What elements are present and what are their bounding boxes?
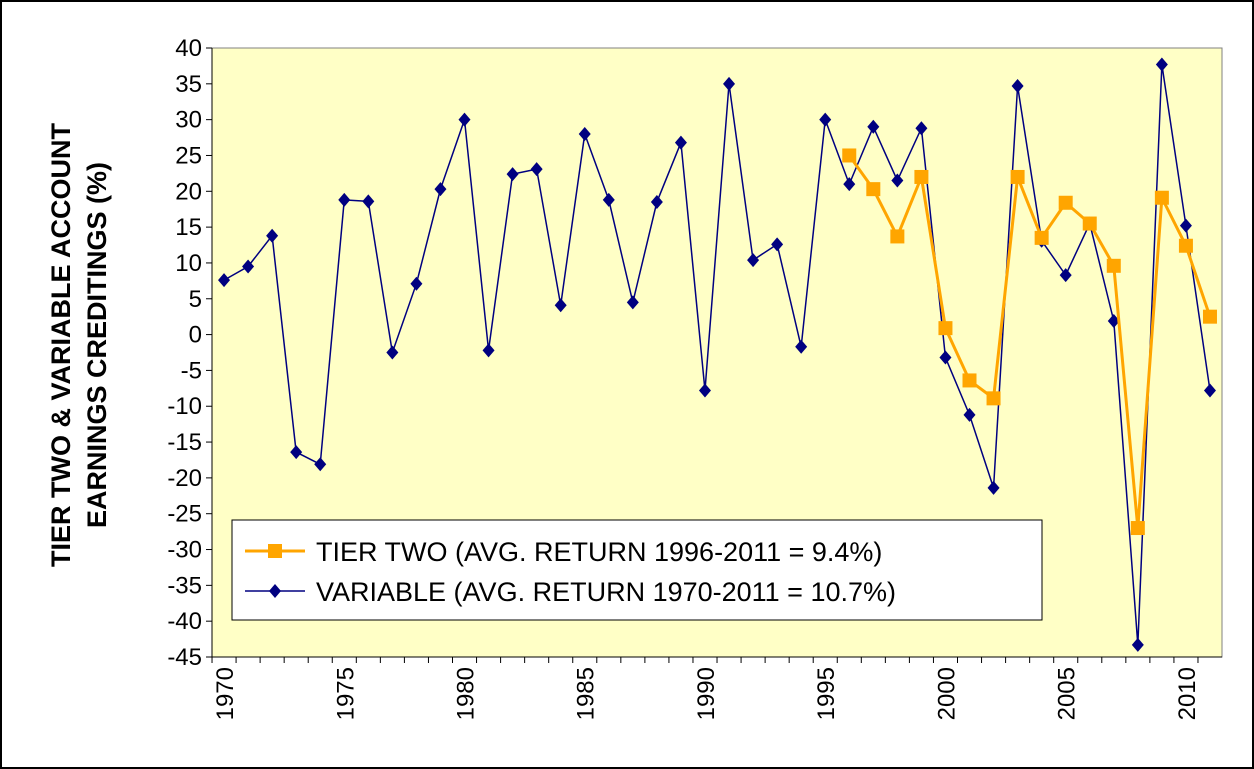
data-point	[723, 76, 736, 91]
y-tick-label: 15	[175, 214, 202, 241]
data-point	[410, 276, 423, 291]
data-point	[842, 148, 857, 163]
data-point	[866, 182, 881, 197]
data-point	[314, 457, 327, 472]
data-point	[242, 259, 255, 274]
y-tick-label: 10	[175, 250, 202, 277]
data-point	[458, 112, 471, 127]
y-tick-label: 35	[175, 71, 202, 98]
x-tick-label: 1995	[813, 667, 840, 720]
data-point	[1011, 78, 1024, 93]
data-point	[939, 350, 952, 365]
data-point	[795, 339, 808, 354]
data-point	[506, 167, 519, 182]
legend-marker	[268, 544, 282, 558]
y-tick-label: 20	[175, 178, 202, 205]
y-tick-label: 25	[175, 142, 202, 169]
x-tick-label: 1970	[212, 667, 239, 720]
data-point	[986, 391, 1001, 406]
data-point	[1155, 57, 1168, 72]
data-point	[1202, 309, 1217, 324]
y-tick-label: 0	[189, 322, 202, 349]
data-point	[938, 321, 953, 336]
y-axis-title: EARNINGS CREDITINGS (%)	[82, 162, 112, 528]
data-point	[554, 298, 567, 313]
x-tick-label: 2005	[1054, 667, 1081, 720]
y-tick-label: -45	[167, 644, 202, 671]
data-point	[1082, 216, 1097, 231]
y-axis-title: TIER TWO & VARIABLE ACCOUNT	[46, 123, 76, 567]
legend-label: TIER TWO (AVG. RETURN 1996-2011 = 9.4%)	[316, 537, 882, 567]
data-point	[1154, 190, 1169, 205]
data-point	[1107, 313, 1120, 328]
y-tick-label: -20	[167, 465, 202, 492]
x-tick-label: 1975	[332, 667, 359, 720]
series-line	[223, 64, 1211, 645]
x-tick-label: 1980	[453, 667, 480, 720]
x-tick-label: 2010	[1174, 667, 1201, 720]
data-point	[1106, 258, 1121, 273]
series-line	[848, 154, 1212, 529]
legend	[231, 519, 1043, 621]
data-point	[1131, 637, 1144, 652]
data-point	[891, 173, 904, 188]
data-point	[1130, 521, 1145, 536]
data-point	[843, 177, 856, 192]
data-point	[1203, 383, 1216, 398]
data-point	[1058, 195, 1073, 210]
data-point	[698, 383, 711, 398]
y-tick-label: -15	[167, 429, 202, 456]
data-point	[386, 345, 399, 360]
data-point	[338, 192, 351, 207]
data-point	[890, 229, 905, 244]
data-point	[1059, 268, 1072, 283]
data-point	[650, 195, 663, 210]
data-point	[1178, 238, 1193, 253]
data-point	[1179, 218, 1192, 233]
data-point	[963, 407, 976, 422]
data-point	[771, 237, 784, 252]
y-tick-label: 5	[189, 286, 202, 313]
data-point	[434, 182, 447, 197]
data-point	[987, 480, 1000, 495]
data-point	[530, 162, 543, 177]
y-tick-label: 40	[175, 35, 202, 62]
x-tick-label: 1985	[573, 667, 600, 720]
data-point	[867, 119, 880, 134]
data-point	[266, 228, 279, 243]
data-point	[747, 253, 760, 268]
y-tick-label: -5	[181, 357, 202, 384]
legend-marker	[269, 584, 281, 598]
y-tick-label: -40	[167, 608, 202, 635]
y-tick-label: 30	[175, 107, 202, 134]
y-tick-label: -10	[167, 393, 202, 420]
data-point	[578, 126, 591, 141]
data-point	[362, 194, 375, 209]
y-tick-label: -30	[167, 537, 202, 564]
data-point	[962, 373, 977, 388]
legend-label: VARIABLE (AVG. RETURN 1970-2011 = 10.7%)	[316, 577, 896, 607]
y-tick-label: -35	[167, 572, 202, 599]
data-point	[674, 135, 687, 150]
data-point	[290, 445, 303, 460]
data-point	[482, 343, 495, 358]
data-point	[1010, 169, 1025, 184]
data-point	[915, 121, 928, 136]
data-point	[1034, 230, 1049, 245]
x-tick-label: 2000	[933, 667, 960, 720]
y-tick-label: -25	[167, 501, 202, 528]
data-point	[218, 273, 231, 288]
data-point	[626, 295, 639, 310]
data-point	[602, 192, 615, 207]
data-point	[819, 112, 832, 127]
data-point	[914, 169, 929, 184]
x-tick-label: 1990	[693, 667, 720, 720]
